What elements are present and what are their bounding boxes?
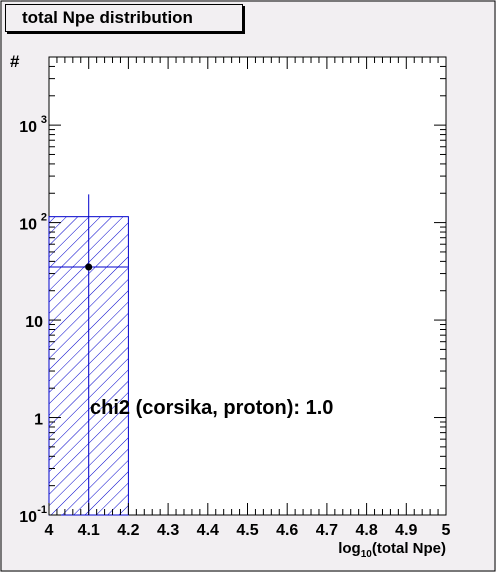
y-tick-exponent-3: 2: [41, 212, 47, 224]
x-tick-label-8: 4.8: [355, 522, 377, 539]
y-tick-exponent-4: 3: [41, 114, 47, 126]
data-point-0: [85, 263, 93, 271]
x-tick-label-7: 4.7: [316, 522, 338, 539]
x-tick-label-1: 4.1: [78, 522, 100, 539]
chart-annotation: chi2 (corsika, proton): 1.0: [90, 397, 334, 419]
chart-title: total Npe distribution: [5, 4, 243, 32]
x-tick-label-5: 4.5: [236, 522, 258, 539]
x-tick-label-3: 4.3: [157, 522, 179, 539]
x-tick-label-10: 5: [442, 522, 451, 539]
x-axis-label: log10(total Npe): [338, 540, 446, 560]
y-tick-label-0: 10: [19, 509, 37, 526]
x-tick-label-2: 4.2: [117, 522, 139, 539]
x-tick-label-6: 4.6: [276, 522, 298, 539]
y-axis-label: #: [10, 52, 20, 71]
y-tick-label-2: 10: [25, 314, 43, 331]
x-tick-label-4: 4.4: [197, 522, 219, 539]
x-tick-label-9: 4.9: [395, 522, 417, 539]
x-tick-label-0: 4: [45, 522, 54, 539]
y-tick-label-4: 10: [19, 119, 37, 136]
y-tick-exponent-0: -1: [37, 504, 47, 516]
y-tick-label-1: 1: [34, 412, 43, 429]
y-tick-label-3: 10: [19, 217, 37, 234]
